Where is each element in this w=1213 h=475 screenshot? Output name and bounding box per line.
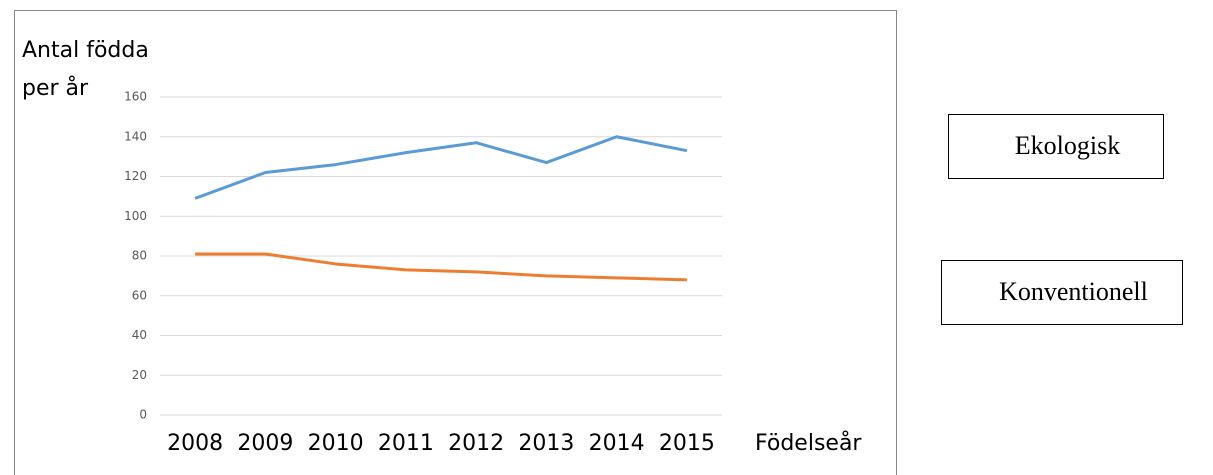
y-tick-label: 60 <box>132 288 147 302</box>
x-tick-label: 2008 <box>167 431 223 456</box>
x-tick-label: 2011 <box>378 431 434 456</box>
legend-label: Ekologisk <box>1015 131 1120 160</box>
y-tick-label: 20 <box>132 368 147 382</box>
y-axis-title: Antal födda <box>22 38 149 63</box>
x-tick-label: 2009 <box>237 431 293 456</box>
chart-frame <box>14 10 897 475</box>
x-tick-label: 2014 <box>589 431 645 456</box>
y-tick-label: 0 <box>139 408 147 422</box>
x-axis-title: Födelseår <box>755 430 862 456</box>
y-tick-label: 80 <box>132 249 147 263</box>
x-tick-label: 2010 <box>308 431 364 456</box>
y-tick-label: 40 <box>132 328 147 342</box>
x-tick-label: 2015 <box>659 431 715 456</box>
y-tick-label: 160 <box>124 90 147 104</box>
legend-box <box>941 260 1183 325</box>
legend-label: Konventionell <box>999 277 1148 306</box>
y-tick-label: 140 <box>124 129 147 143</box>
series-line <box>195 252 687 282</box>
x-tick-label: 2012 <box>448 431 504 456</box>
x-tick-label: 2013 <box>518 431 574 456</box>
y-tick-label: 100 <box>124 209 147 223</box>
legend-box <box>948 114 1164 179</box>
series-line <box>194 135 688 200</box>
y-axis-title: per år <box>22 75 89 101</box>
y-tick-label: 120 <box>124 169 147 183</box>
